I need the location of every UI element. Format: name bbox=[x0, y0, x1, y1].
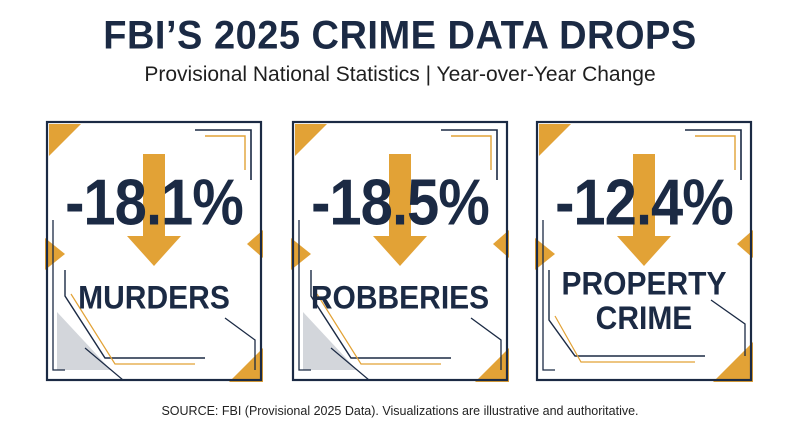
stat-value: -12.4% bbox=[555, 166, 734, 239]
arrow-down-icon bbox=[127, 154, 181, 266]
stat-card-robberies: -18.5% ROBBERIES bbox=[291, 120, 509, 382]
stat-label: MURDERS bbox=[45, 280, 263, 317]
stat-label-line: MURDERS bbox=[78, 280, 230, 317]
stat-value: -18.5% bbox=[311, 166, 490, 239]
stat-label-line: CRIME bbox=[595, 300, 693, 337]
page-subtitle: Provisional National Statistics | Year-o… bbox=[144, 63, 656, 86]
stat-label-line: ROBBERIES bbox=[310, 280, 490, 317]
stat-card-murders: -18.1% MURDERS bbox=[45, 120, 263, 382]
card-frame-decoration bbox=[291, 120, 509, 382]
source-note: SOURCE: FBI (Provisional 2025 Data). Vis… bbox=[161, 404, 639, 418]
page-title: FBI’S 2025 CRIME DATA DROPS bbox=[103, 13, 697, 59]
card-frame-decoration bbox=[45, 120, 263, 382]
arrow-down-icon bbox=[617, 154, 671, 266]
stat-label: PROPERTY CRIME bbox=[535, 267, 753, 336]
stat-label-line: PROPERTY bbox=[561, 266, 727, 302]
stat-label: ROBBERIES bbox=[291, 280, 509, 317]
card-frame-decoration bbox=[535, 120, 753, 382]
stat-card-property-crime: -12.4% PROPERTY CRIME bbox=[535, 120, 753, 382]
arrow-down-icon bbox=[373, 154, 427, 266]
stat-value: -18.1% bbox=[65, 166, 244, 239]
